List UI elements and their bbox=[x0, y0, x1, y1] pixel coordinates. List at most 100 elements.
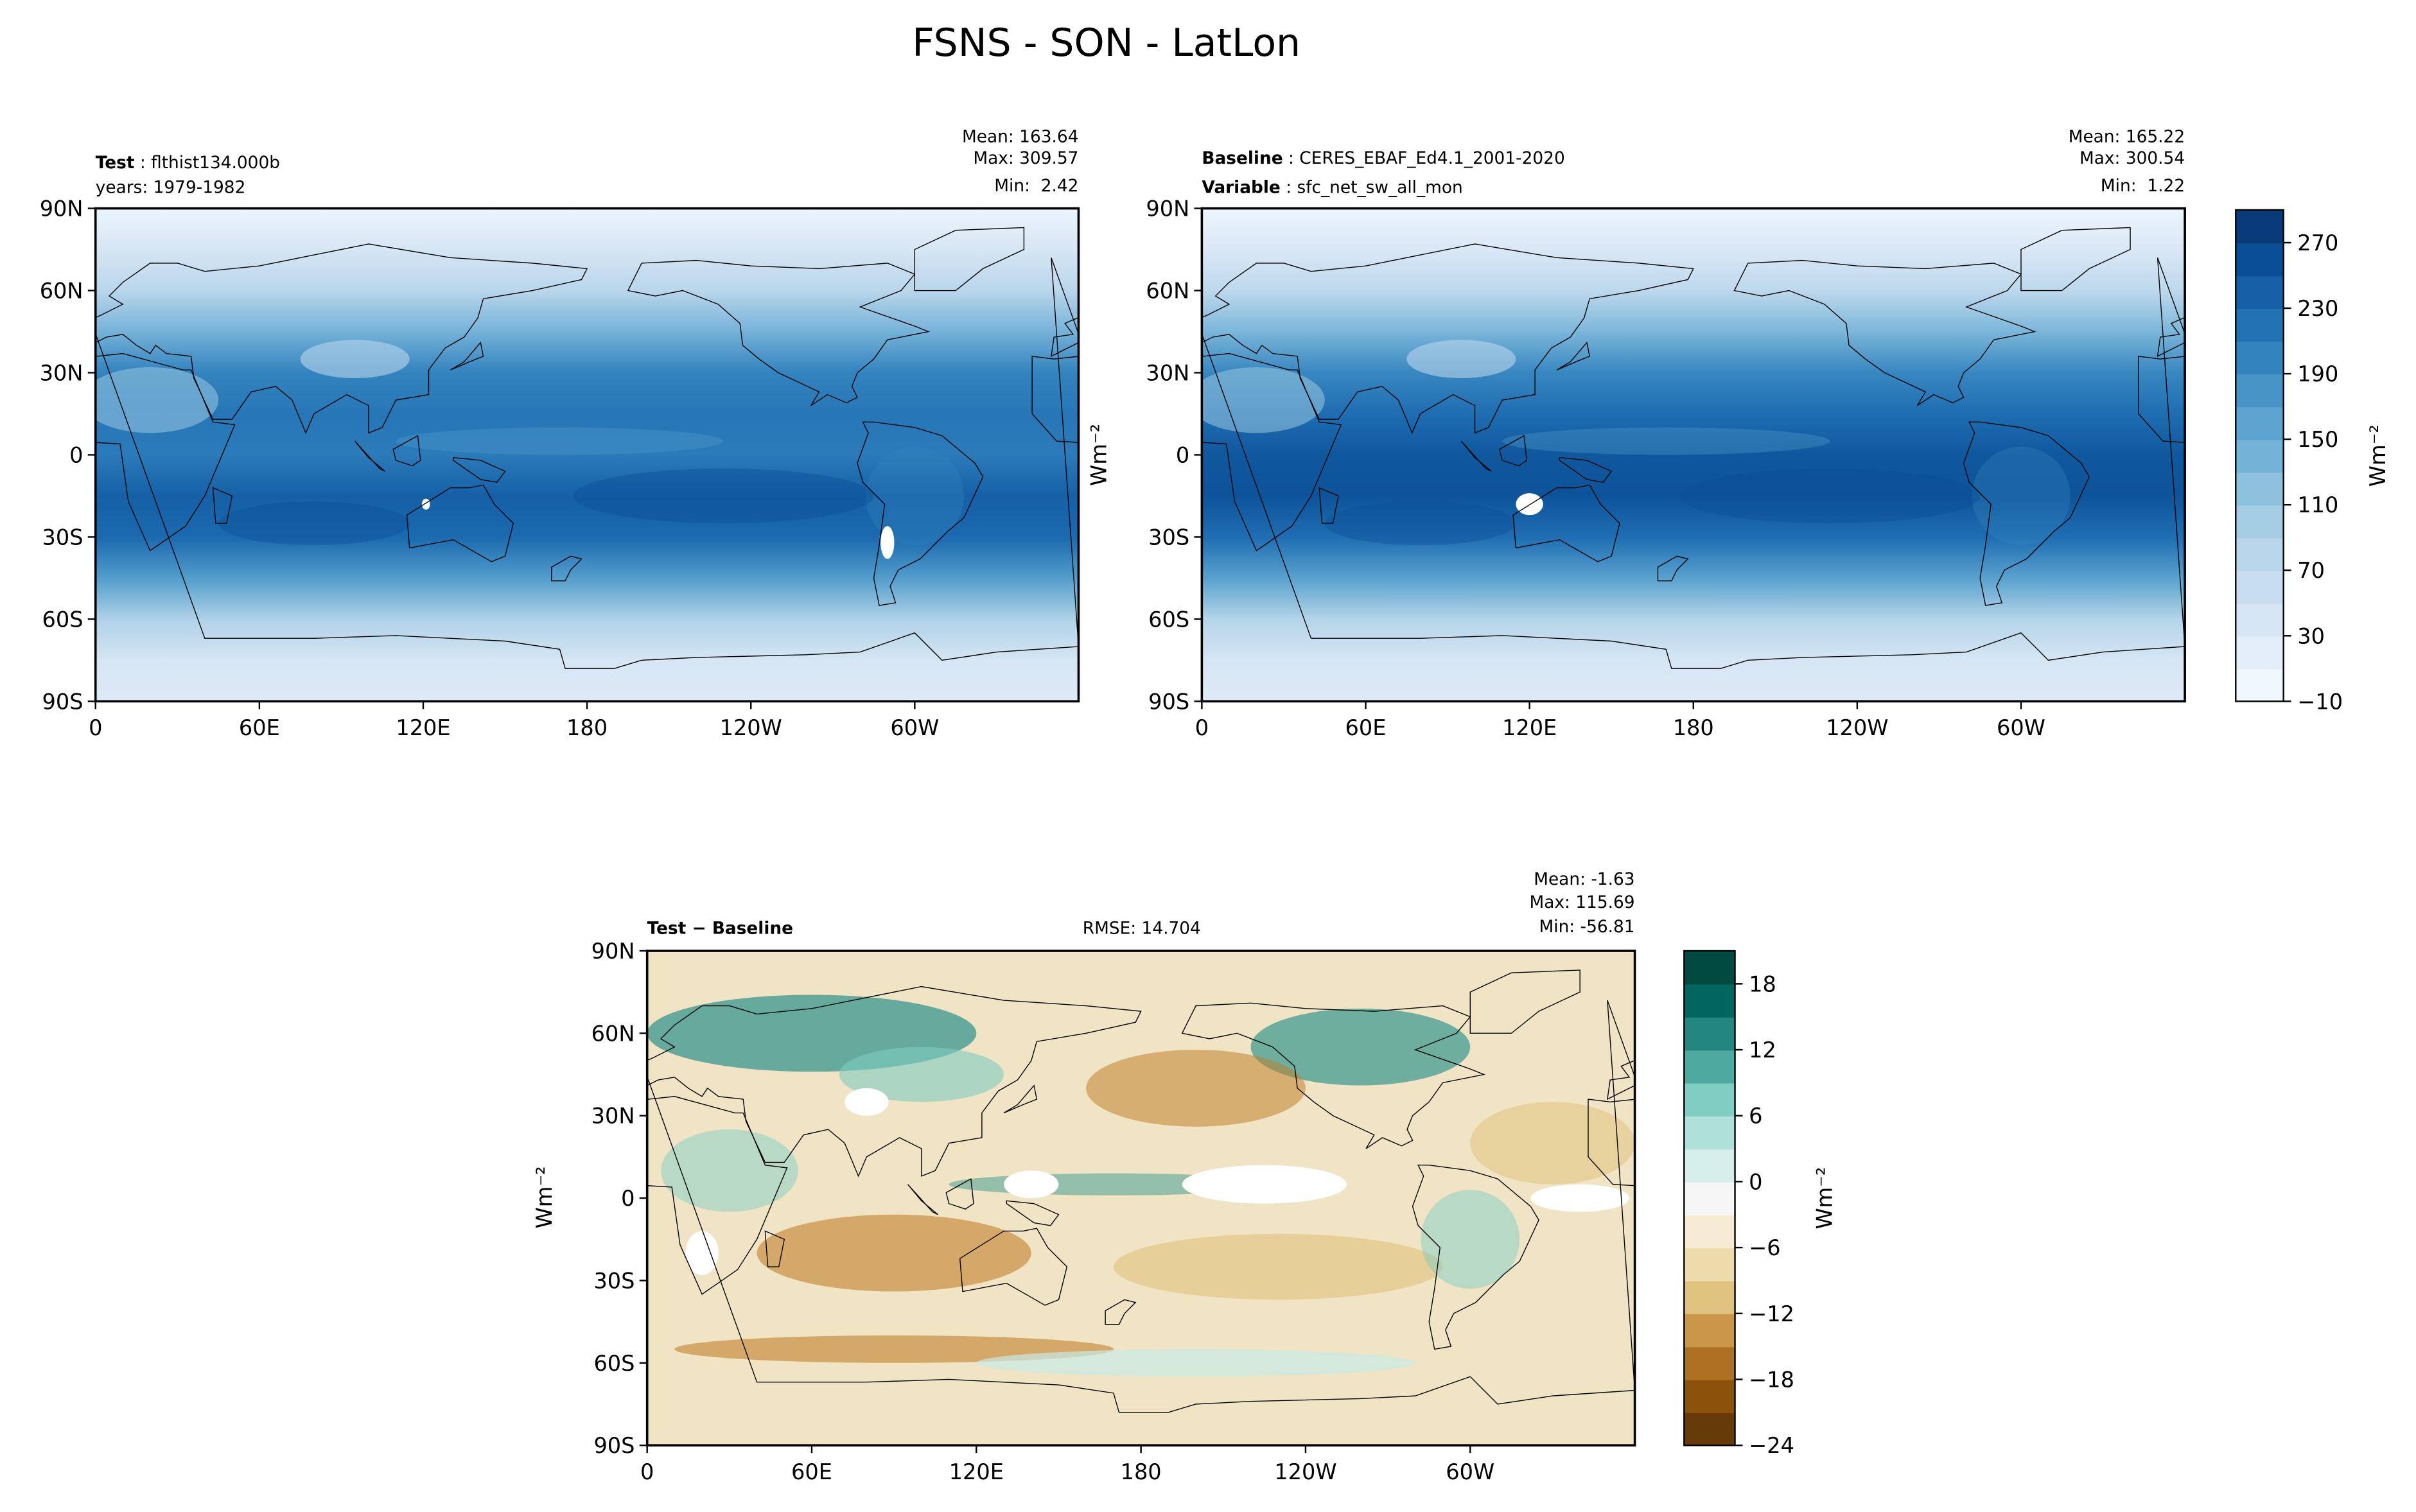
coastline-path bbox=[908, 1185, 938, 1215]
coastline-path bbox=[1105, 1299, 1135, 1325]
diff-anomaly-feature bbox=[976, 1349, 1415, 1377]
colorbar-tick-label: 190 bbox=[2297, 361, 2338, 387]
x-tick-label: 60W bbox=[890, 715, 939, 740]
test-missing-patch bbox=[421, 498, 430, 510]
diff-missing-patch bbox=[1004, 1170, 1059, 1199]
colorbar-tick-label: 18 bbox=[1749, 971, 1776, 996]
coastline-path bbox=[946, 1179, 974, 1209]
coastline-path bbox=[1155, 354, 1341, 551]
baseline-stat-mean: Mean: 165.22 bbox=[2069, 127, 2185, 146]
colorbar-tick-label: 70 bbox=[2297, 558, 2325, 583]
y-tick-label: 90S bbox=[1148, 689, 1189, 714]
coastline-path-wrapped bbox=[2139, 354, 2324, 551]
coastline-path bbox=[1413, 1165, 1539, 1350]
diff-rmse: RMSE: 14.704 bbox=[1083, 919, 1201, 939]
x-tick-label: 180 bbox=[1121, 1459, 1162, 1484]
diff-missing-patch bbox=[685, 1231, 719, 1275]
coastline-path bbox=[355, 441, 385, 471]
diff-ylabel: Wm⁻² bbox=[532, 1166, 557, 1228]
coastline-path-wrapped bbox=[2170, 1003, 2416, 1149]
colorbar-segment bbox=[1684, 1016, 1735, 1051]
x-tick-label: 0 bbox=[89, 715, 102, 740]
baseline-stat-max: Max: 300.54 bbox=[2079, 149, 2185, 168]
colorbar-tick-label: −10 bbox=[2297, 689, 2343, 714]
diff-missing-patch bbox=[845, 1088, 889, 1116]
coastline-path bbox=[1500, 436, 1527, 466]
colorbar-tick-label: 0 bbox=[1749, 1169, 1762, 1194]
coastline-path bbox=[1513, 485, 1620, 561]
colorbar-segment bbox=[2236, 472, 2284, 506]
y-tick-label: 90S bbox=[42, 689, 83, 714]
amazon-feature bbox=[1972, 446, 2070, 546]
coastline-path bbox=[451, 343, 484, 370]
coastline-path bbox=[857, 422, 983, 605]
y-tick-label: 0 bbox=[621, 1186, 635, 1211]
baseline-stat-min: Min: 1.22 bbox=[2101, 177, 2185, 196]
colorbar-tick-label: 12 bbox=[1749, 1038, 1776, 1063]
test-stat-min: Min: 2.42 bbox=[994, 177, 1078, 196]
coastline-path-wrapped bbox=[1588, 1097, 1775, 1294]
coastline-path bbox=[1559, 458, 1611, 482]
diff-colorbar: −24 −18 −12 −6 0 6 12 18 Wm⁻² bbox=[1683, 950, 1837, 1458]
diff-anomaly-feature bbox=[1250, 1008, 1471, 1086]
x-tick-label: 120W bbox=[1274, 1459, 1336, 1484]
colorbar-segment bbox=[1684, 1379, 1735, 1414]
coastline-path bbox=[1182, 1003, 1484, 1149]
y-tick-label: 30N bbox=[1146, 360, 1189, 385]
test-coastlines bbox=[49, 227, 2061, 701]
colorbar-segment bbox=[1684, 1280, 1735, 1314]
colorbar-segment bbox=[1684, 951, 1735, 985]
y-tick-label: 90N bbox=[591, 939, 635, 964]
colorbar-frame bbox=[2235, 209, 2284, 702]
diff-anomaly-feature bbox=[1421, 1190, 1520, 1289]
colorbar-segment bbox=[2236, 374, 2284, 408]
y-tick-label: 0 bbox=[1176, 442, 1189, 467]
colorbar-segment bbox=[1684, 1082, 1735, 1117]
coastline-path bbox=[407, 485, 513, 561]
coastline-path bbox=[1557, 343, 1589, 370]
y-tick-label: 30S bbox=[42, 525, 83, 550]
x-tick-label: 0 bbox=[1195, 715, 1209, 740]
colorbar-tick-label: −18 bbox=[1749, 1367, 1794, 1392]
tibet-feature bbox=[300, 340, 410, 379]
main-colorbar: −10 30 70 110 150 190 230 270 Wm⁻² bbox=[2235, 209, 2390, 714]
x-tick-label: 180 bbox=[1673, 715, 1714, 740]
coastline-path bbox=[49, 354, 234, 551]
colorbar-tick-label: 110 bbox=[2297, 492, 2338, 517]
colorbar-segment bbox=[2236, 341, 2284, 375]
baseline-variable: Variable : sfc_net_sw_all_mon bbox=[1202, 178, 1462, 198]
colorbar-segment bbox=[1684, 1149, 1735, 1183]
colorbar-tick-label: −24 bbox=[1749, 1433, 1794, 1458]
coastline-path bbox=[1658, 556, 1688, 580]
coastline-path bbox=[453, 458, 505, 482]
coastline-path-wrapped bbox=[1991, 1086, 2024, 1113]
colorbar-segment bbox=[2236, 209, 2284, 244]
baseline-panel: Mean: 165.22 Max: 300.54 Min: 1.22 Basel… bbox=[1087, 127, 2324, 740]
coastline-path bbox=[1461, 441, 1491, 471]
y-tick-label: 60N bbox=[591, 1021, 635, 1046]
colorbar-segment bbox=[2236, 636, 2284, 670]
x-tick-label: 60W bbox=[1997, 715, 2045, 740]
test-stat-max: Max: 309.57 bbox=[973, 149, 1078, 168]
x-tick-label: 120W bbox=[1826, 715, 1888, 740]
baseline-missing-patch bbox=[1516, 493, 1543, 516]
baseline-variable-bold: Variable bbox=[1202, 178, 1280, 198]
x-tick-label: 120E bbox=[396, 715, 450, 740]
test-axes-ticks: 0 60E 120E 180 120W 60W 90N 60N 30N 0 30S 60S 90S bbox=[40, 196, 940, 741]
diff-anomaly-feature bbox=[1470, 1102, 1635, 1185]
coastline-path-wrapped bbox=[1948, 1228, 2055, 1305]
y-tick-label: 90N bbox=[40, 196, 83, 222]
x-tick-label: 60E bbox=[791, 1459, 832, 1484]
coastline-path bbox=[620, 987, 1141, 1176]
coastline-path bbox=[960, 1228, 1067, 1305]
x-tick-label: 60E bbox=[239, 715, 280, 740]
x-tick-label: 120W bbox=[720, 715, 782, 740]
colorbar-segment bbox=[1684, 1115, 1735, 1150]
se-pacific-feature bbox=[1679, 468, 1981, 524]
x-tick-label: 60E bbox=[1345, 715, 1387, 740]
coastline-path-wrapped bbox=[1032, 354, 1218, 551]
coastline-path bbox=[393, 436, 421, 466]
coastline-path bbox=[1006, 1201, 1058, 1226]
coastline-path bbox=[1964, 422, 2090, 605]
